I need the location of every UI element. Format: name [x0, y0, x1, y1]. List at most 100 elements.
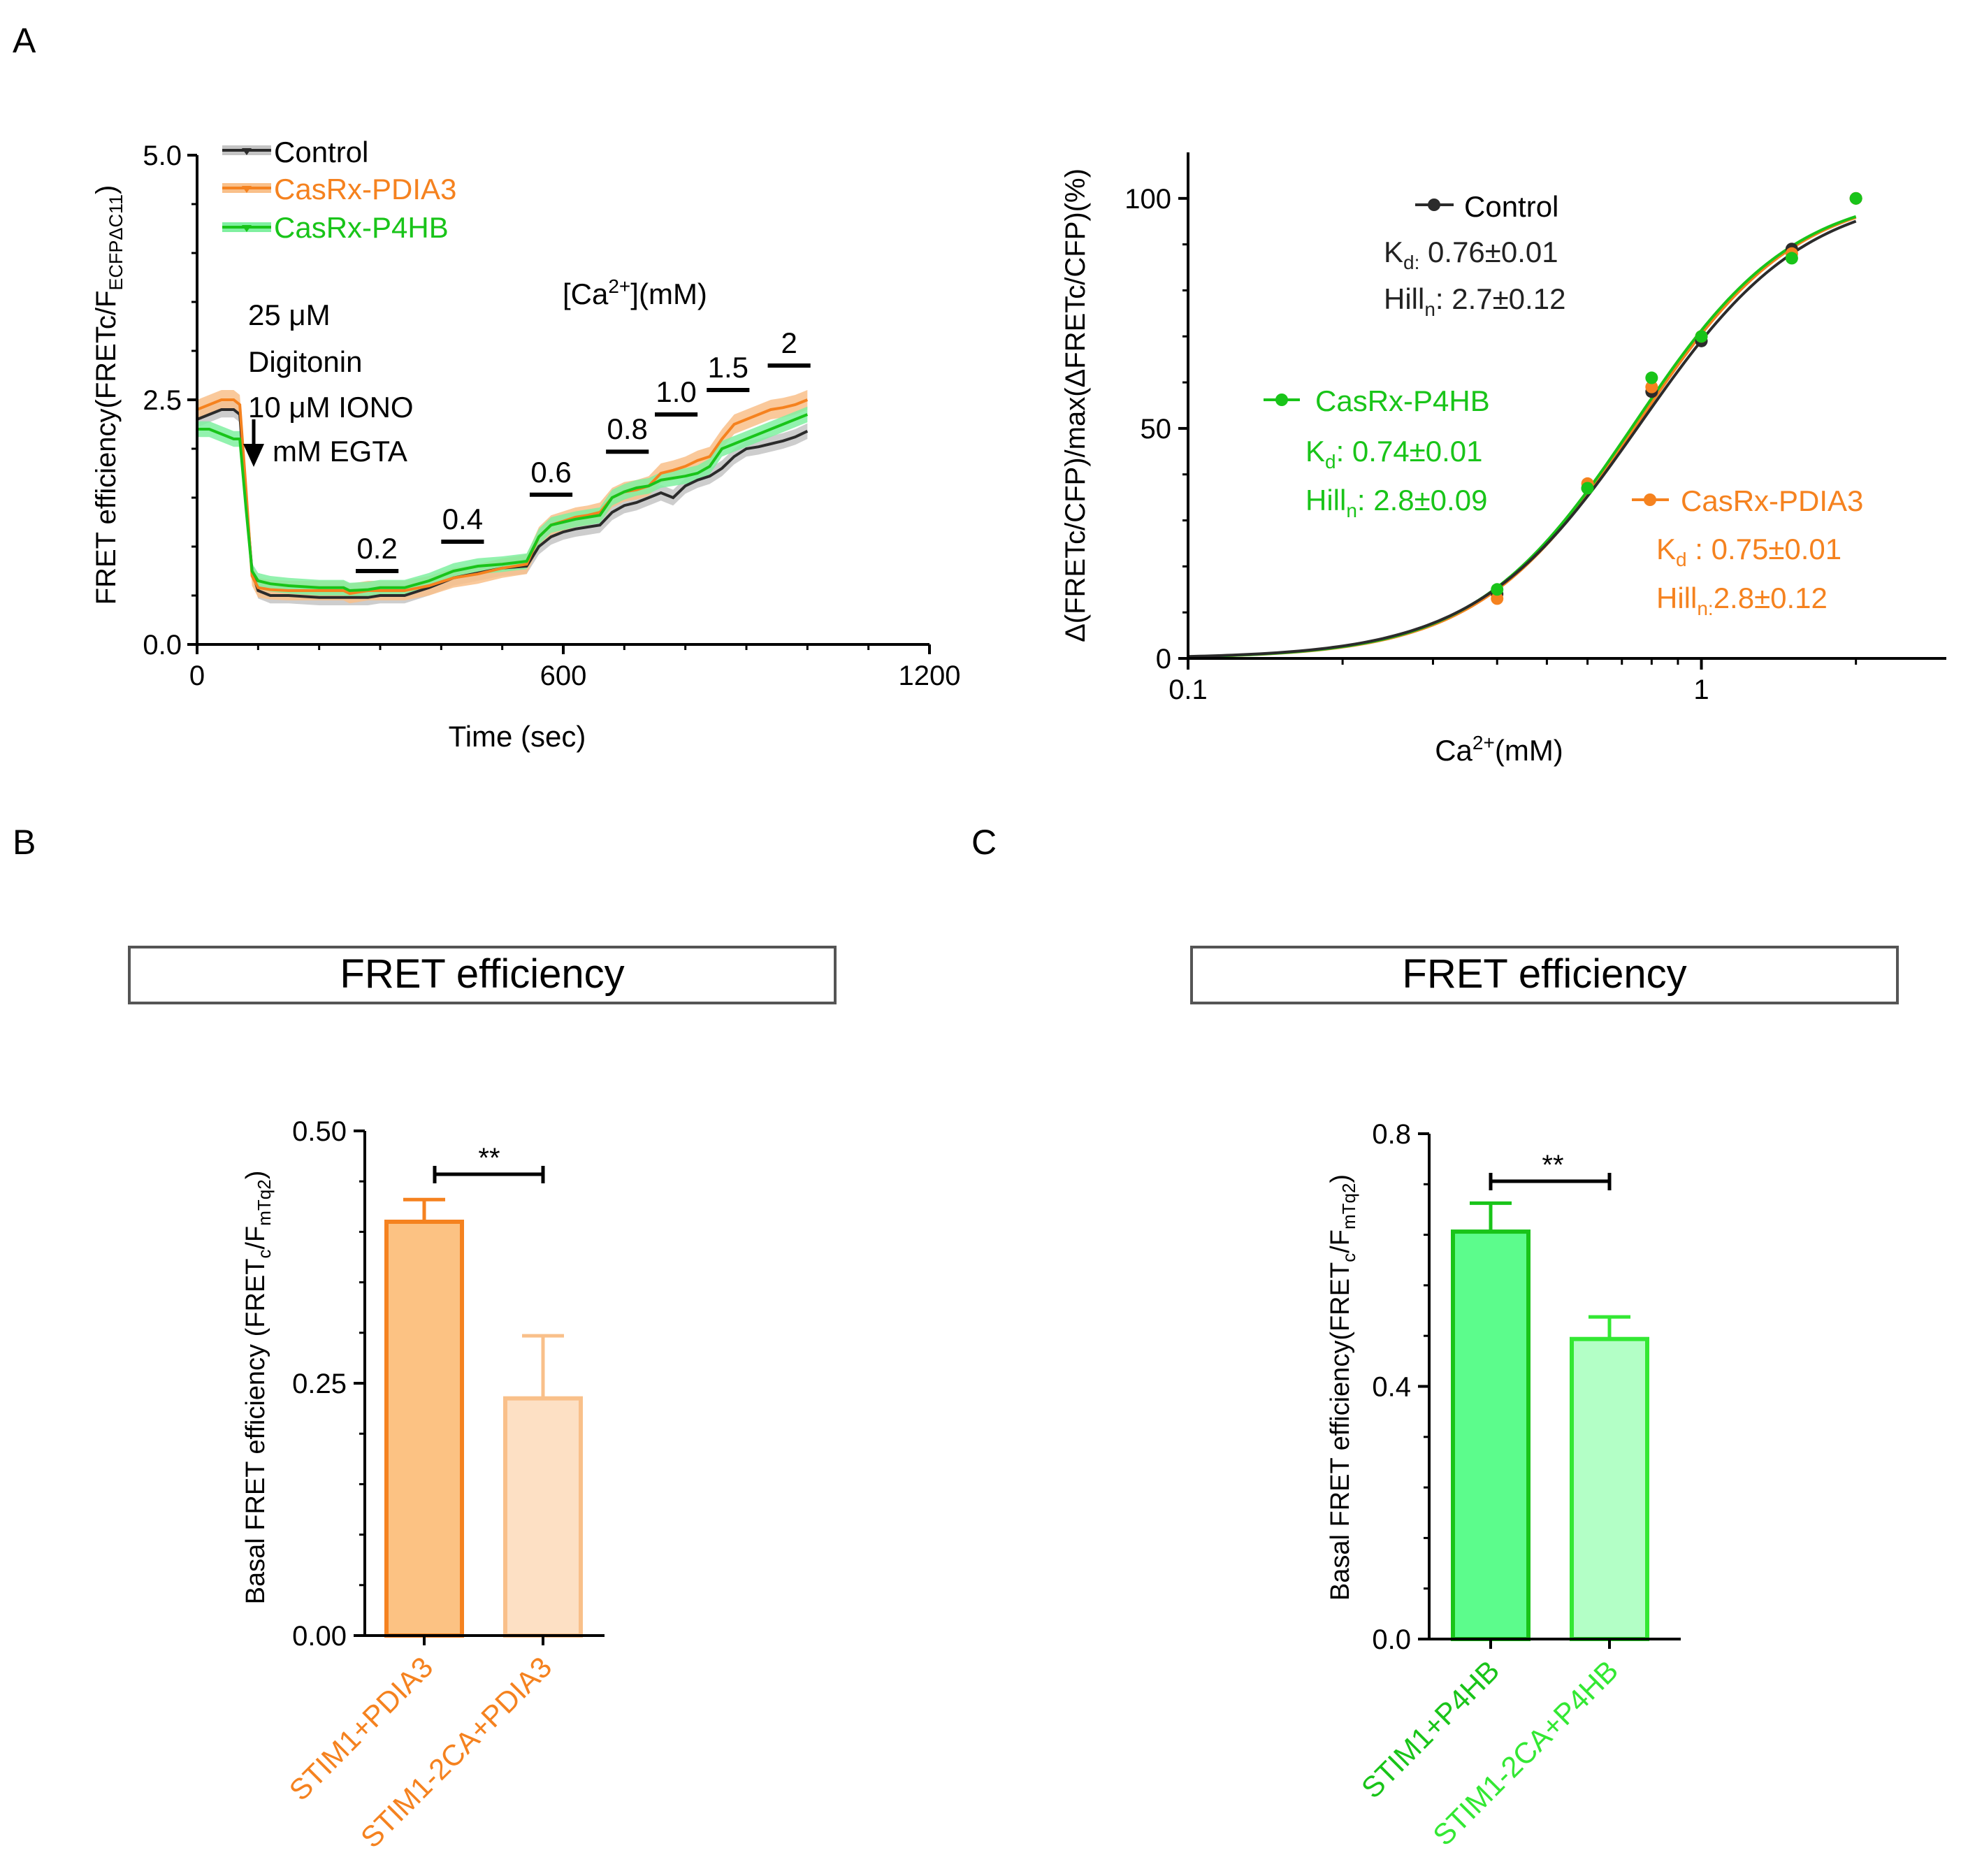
panel-c-title-box	[1190, 946, 1899, 1004]
pdia3-hill: Hilln:2.8±0.12	[1656, 582, 1828, 619]
timecourse-axes-layer: 0.0 2.5 5.0 0 600 1200	[143, 140, 960, 691]
timecourse-x-tick-label: 0	[189, 661, 205, 691]
pdia3-hill-pre: Hill	[1656, 582, 1697, 614]
data-point-p4hb	[1491, 583, 1504, 596]
legend-marker-pdia3	[242, 186, 252, 193]
p4hb-hill: Hilln: 2.8±0.09	[1305, 484, 1487, 521]
control-kd-sub: d:	[1403, 252, 1419, 273]
panel-c-ylabel-pre: Basal FRET efficiency(FRET	[1326, 1262, 1355, 1601]
calcium-step-label: 0.8	[607, 412, 648, 445]
timecourse-line-p4hb	[197, 413, 809, 593]
panel-b-ylabel-end: )	[241, 1171, 270, 1180]
data-point-p4hb	[1695, 330, 1708, 343]
timecourse-x-tick-label: 1200	[899, 661, 961, 691]
panel-c-y-tick-label: 0.8	[1372, 1119, 1411, 1150]
dose-response-ylabel: Δ(FRETc/CFP)/max(ΔFRETc/CFP)(%)	[1060, 168, 1091, 642]
legend-item-control: Control	[222, 136, 368, 168]
dose-xlabel-sup: 2+	[1472, 732, 1495, 753]
panel-label-b: B	[13, 823, 36, 862]
treatment-arrow-head	[243, 444, 264, 467]
pdia3-hill-val: 2.8±0.12	[1714, 582, 1828, 614]
p4hb-kd: Kd: 0.74±0.01	[1305, 435, 1482, 472]
timecourse-y-tick-label: 2.5	[143, 385, 182, 416]
timecourse-y-tick-label: 0.0	[143, 630, 182, 661]
p4hb-annotation: CasRx-P4HB Kd: 0.74±0.01 Hilln: 2.8±0.09	[1264, 384, 1490, 521]
panel-b-sig-stars: **	[478, 1143, 500, 1174]
treatment-line-4: mM EGTA	[273, 435, 407, 468]
ca-label-pre: [Ca	[563, 277, 609, 310]
data-point-p4hb	[1645, 371, 1658, 384]
treatment-line-3: 10 μM IONO	[248, 391, 414, 424]
control-kd: Kd: 0.76±0.01	[1384, 236, 1558, 273]
panel-c-axes-layer: 0.0 0.4 0.8	[1372, 1119, 1681, 1655]
panel-c-bar-chart: FRET efficiency STIM1+P4HBSTIM1-2CA+P4HB…	[1190, 946, 1899, 1852]
panel-b-ylabel-sub1: c	[254, 1250, 275, 1259]
calcium-step-label: 1.5	[708, 351, 748, 384]
panel-c-y-tick-label: 0.4	[1372, 1372, 1411, 1403]
panel-b-ylabel-sub2: mTq2	[254, 1179, 275, 1225]
legend-marker-p4hb	[242, 225, 252, 232]
legend-item-p4hb: CasRx-P4HB	[222, 211, 449, 244]
panel-c-significance: **	[1489, 1150, 1612, 1190]
panel-c-y-tick-label: 0.0	[1372, 1624, 1411, 1655]
p4hb-hill-sub: n	[1346, 500, 1357, 521]
panel-b-bar-chart: FRET efficiency STIM1+PDIA3STIM1-2CA+PDI…	[128, 946, 837, 1854]
calcium-step-label: 0.6	[530, 456, 571, 489]
panel-b-bar	[503, 1396, 583, 1638]
fit-curve-control	[1187, 219, 1857, 658]
panel-c-ylabel-sub2: mTq2	[1338, 1183, 1359, 1229]
dose-y-tick-label: 0	[1156, 644, 1171, 674]
p4hb-kd-val: : 0.74±0.01	[1336, 435, 1483, 468]
p4hb-annotation-label: CasRx-P4HB	[1315, 384, 1490, 417]
pdia3-annotation: CasRx-PDIA3 Kd : 0.75±0.01 Hilln:2.8±0.1…	[1632, 484, 1863, 619]
control-annotation-label: Control	[1464, 190, 1558, 223]
pdia3-kd-val: : 0.75±0.01	[1687, 533, 1842, 565]
panel-b-ylabel: Basal FRET efficiency (FRETc/FmTq2)	[241, 1171, 275, 1605]
control-annotation: Control Kd: 0.76±0.01 Hilln: 2.7±0.12	[1384, 190, 1565, 320]
dose-response-xlabel: Ca2+(mM)	[1435, 732, 1563, 767]
panel-b-title: FRET efficiency	[340, 951, 624, 997]
ca-label-post: ](mM)	[630, 277, 707, 310]
dose-response-curves-layer	[1187, 192, 1862, 658]
pdia3-annotation-marker	[1644, 493, 1656, 506]
data-point-pdia3	[1645, 380, 1658, 394]
dose-x-tick-label: 1	[1693, 674, 1709, 705]
panel-c-ylabel-end: )	[1326, 1174, 1355, 1183]
timecourse-y-tick-label: 5.0	[143, 140, 182, 171]
legend-label-p4hb: CasRx-P4HB	[274, 211, 449, 244]
panel-b-significance: **	[433, 1143, 545, 1183]
treatment-arrow	[243, 419, 264, 467]
dose-x-tick-label: 0.1	[1168, 674, 1208, 705]
timecourse-line-control	[196, 408, 809, 599]
timecourse-ylabel-end: )	[91, 185, 122, 194]
data-point-p4hb	[1849, 192, 1862, 205]
panel-b-y-tick-label: 0.00	[292, 1621, 347, 1652]
panel-b-ylabel-pre: Basal FRET efficiency (FRET	[241, 1259, 270, 1605]
dose-y-tick-label: 100	[1124, 184, 1171, 215]
panel-label-c: C	[971, 823, 997, 862]
panel-b-y-tick-label: 0.50	[292, 1116, 347, 1147]
control-kd-val: 0.76±0.01	[1419, 236, 1558, 268]
panel-c-ylabel-mid: /F	[1326, 1229, 1355, 1253]
p4hb-kd-sub: d	[1325, 451, 1336, 472]
treatment-line-2: Digitonin	[248, 345, 362, 378]
timecourse-ylabel: FRET efficiency(FRETc/FECFPΔC11)	[91, 185, 126, 605]
control-kd-pre: K	[1384, 236, 1403, 268]
panel-c-bar	[1570, 1336, 1649, 1641]
panel-c-ylabel: Basal FRET efficiency(FRETc/FmTq2)	[1326, 1174, 1359, 1601]
data-point-p4hb	[1581, 482, 1594, 495]
pdia3-kd-sub: d	[1676, 549, 1687, 570]
pdia3-kd-pre: K	[1656, 533, 1676, 565]
p4hb-annotation-marker	[1275, 394, 1288, 406]
control-hill-pre: Hill	[1384, 282, 1424, 315]
timecourse-xlabel: Time (sec)	[449, 720, 586, 753]
dose-xlabel-pre: Ca	[1435, 734, 1472, 767]
legend-label-control: Control	[274, 136, 368, 168]
timecourse-ylabel-sub: ECFPΔC11	[106, 194, 126, 291]
control-annotation-marker	[1428, 199, 1440, 211]
panel-c-sig-stars: **	[1542, 1150, 1563, 1181]
control-hill-val: : 2.7±0.12	[1435, 282, 1566, 315]
legend-marker-control	[242, 148, 252, 155]
